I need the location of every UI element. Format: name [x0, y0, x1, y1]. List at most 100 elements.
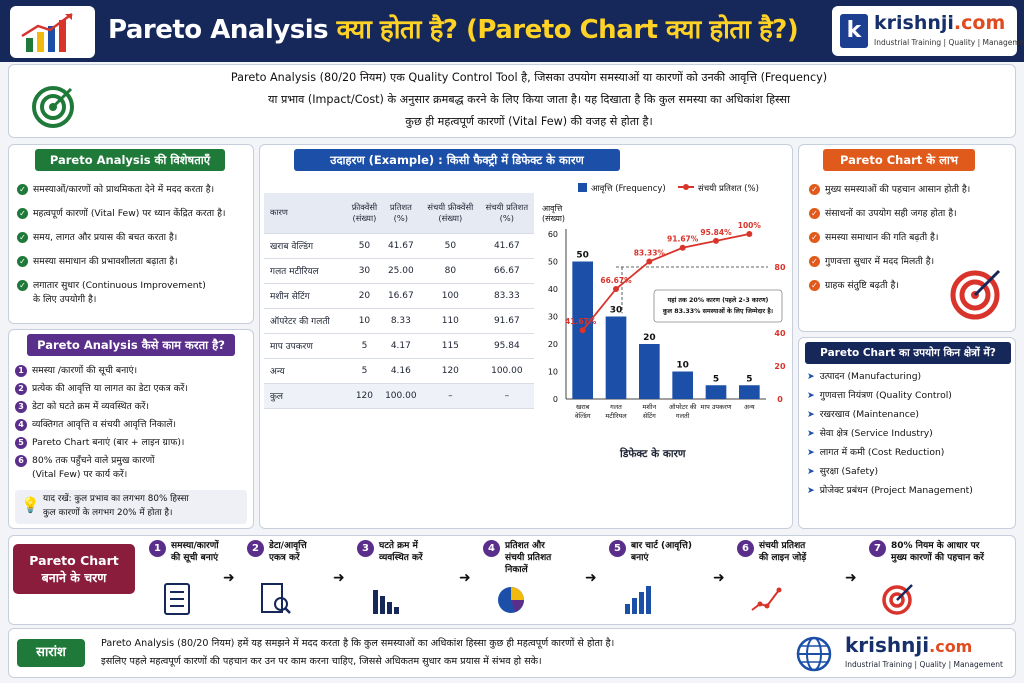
areas-panel: Pareto Chart का उपयोग किन क्षेत्रों में?… — [798, 337, 1016, 529]
feature-item: ✓ समस्या समाधान की प्रभावशीलता बढ़ाता है। — [17, 255, 178, 268]
check-icon: ✓ — [809, 232, 820, 243]
table-row: खराब वेल्डिंग 50 41.67 50 41.67 — [264, 233, 534, 259]
summary-line-1: Pareto Analysis (80/20 नियम) हमें यह समझ… — [101, 638, 615, 649]
remember-note: 💡 याद रखें: कुल प्रभाव का लगभग 80% हिस्स… — [15, 490, 247, 524]
cumulative-line — [581, 233, 750, 331]
step-number: 5 — [15, 436, 27, 449]
brand-tagline: Industrial Training | Quality | Manageme… — [874, 38, 1024, 47]
note-line-2: कुल कारणों के लगभग 20% में होता है। — [43, 508, 173, 518]
step-arrow-icon: ➜ — [333, 570, 345, 586]
cumulative-point-label: 91.67% — [667, 235, 699, 244]
step-number: 2 — [15, 382, 27, 395]
feature-text: समस्या समाधान की प्रभावशीलता बढ़ाता है। — [33, 256, 178, 267]
legend-bar-swatch — [578, 183, 587, 192]
how-step: 2 प्रत्येक की आवृत्ति या लागत का डेटा एकत… — [15, 382, 188, 395]
x-tick-label: खराब — [576, 403, 590, 411]
bullseye-icon — [950, 269, 1001, 320]
step-label: बार चार्ट (आवृत्ति) बनाएं — [631, 541, 692, 563]
intro-line-1: Pareto Analysis (80/20 नियम) एक Quality … — [230, 71, 828, 84]
cumulative-point-label: 66.67% — [600, 276, 632, 285]
step-number-badge: 7 — [869, 540, 886, 557]
cumulative-point-label: 83.33% — [634, 249, 666, 258]
bar-value-label: 5 — [746, 374, 752, 384]
brand-letter: k — [840, 14, 868, 48]
check-icon: ✓ — [17, 256, 28, 267]
annotation-text: यहां तक 20% कारण (पहले 2-3 कारण) — [667, 296, 769, 304]
x-tick-label: वेल्डिंग — [575, 412, 591, 420]
y-tick-label: 60 — [548, 230, 558, 239]
table-row: कुल 120 100.00– – — [264, 383, 534, 409]
feature-text: लगातार सुधार (Continuous Improvement) — [33, 280, 206, 291]
step-label: डेटा/आवृत्ति एकत्र करें — [269, 541, 307, 563]
bar-value-label: 30 — [610, 306, 623, 316]
how-step-text: Pareto Chart बनाएं (बार + लाइन ग्राफ)। — [32, 437, 185, 448]
step-arrow-icon: ➜ — [223, 570, 235, 586]
arrow-icon: ➤ — [807, 409, 815, 420]
check-icon: ✓ — [809, 184, 820, 195]
how-step: 1 समस्या /कारणों की सूची बनाएं। — [15, 364, 137, 377]
x-tick-label: गलत — [610, 403, 622, 411]
globe-icon — [796, 636, 832, 672]
area-item: ➤ सुरक्षा (Safety) — [807, 465, 878, 478]
step-number: 6 — [15, 454, 27, 467]
table-header-cell: कारण — [264, 193, 349, 234]
benefit-text: गुणवत्ता सुधार में मदद मिलती है। — [825, 256, 935, 267]
step-label: प्रतिशत और संचयी प्रतिशत निकालें — [505, 541, 552, 575]
bar-descending-icon — [369, 582, 403, 622]
cumulative-point — [713, 237, 719, 244]
table-cell: 25.00 — [380, 258, 421, 284]
table-cell: माप उपकरण — [264, 333, 349, 359]
benefit-item: ✓ समस्या समाधान की गति बढ़ती है। — [809, 231, 938, 244]
area-text: रखरखाव (Maintenance) — [819, 409, 919, 420]
y-tick-label: 40 — [548, 285, 558, 294]
table-cell: 50 — [420, 233, 480, 259]
how-step: 5 Pareto Chart बनाएं (बार + लाइन ग्राफ)। — [15, 436, 184, 449]
summary-label: सारांश — [17, 639, 85, 667]
table-cell: 100 — [420, 283, 480, 309]
table-header-cell: प्रतिशत (%) — [380, 193, 421, 234]
table-cell: 120 — [348, 383, 381, 409]
features-title: Pareto Analysis की विशेषताएँ — [35, 149, 225, 171]
cumulative-point — [613, 285, 619, 292]
feature-text: महत्वपूर्ण कारणों (Vital Few) पर ध्यान क… — [33, 208, 226, 219]
chart-ylabel: आवृत्ति — [542, 203, 563, 214]
table-cell: 80 — [420, 258, 480, 284]
brand-logo[interactable]: k krishnji.com Industrial Training | Qua… — [832, 6, 1024, 56]
check-icon: ✓ — [17, 280, 28, 291]
table-cell: 100.00 — [380, 383, 421, 409]
footer-brand[interactable]: krishnji.com — [845, 633, 972, 657]
chart-ylabel: (संख्या) — [542, 214, 565, 223]
brand-name: krishnji.com — [874, 12, 1005, 34]
right-tick-label: 0 — [777, 395, 783, 404]
step-number-badge: 6 — [737, 540, 754, 557]
steps-title: Pareto Chart बनाने के चरण — [13, 544, 135, 594]
feature-item: ✓ लगातार सुधार (Continuous Improvement) — [17, 279, 206, 292]
table-cell: 110 — [420, 308, 480, 334]
how-step: 3 डेटा को घटते क्रम में व्यवस्थित करें। — [15, 400, 149, 413]
annotation-text: कुल 83.33% समस्याओं के लिए जिम्मेदार है। — [662, 307, 773, 315]
cumulative-point — [579, 327, 586, 334]
title-hindi: क्या होता है? (Pareto Chart क्या होता है… — [336, 15, 799, 45]
feature-text: समय, लागत और प्रयास की बचत करता है। — [33, 232, 178, 243]
table-cell: 115 — [420, 333, 480, 359]
how-step-text: समस्या /कारणों की सूची बनाएं। — [32, 365, 138, 376]
benefit-item: ✓ मुख्य समस्याओं की पहचान आसान होती है। — [809, 183, 970, 196]
arrow-icon: ➤ — [807, 371, 815, 382]
check-icon: ✓ — [17, 208, 28, 219]
bar-value-label: 50 — [576, 251, 589, 261]
how-title: Pareto Analysis कैसे काम करता है? — [27, 334, 235, 356]
legend-bar-label: आवृत्ति (Frequency) — [591, 183, 666, 194]
chart-xlabel: डिफेक्ट के कारण — [620, 448, 686, 460]
bar-value-label: 10 — [676, 361, 689, 371]
table-cell: 66.67 — [479, 258, 534, 284]
area-text: सेवा क्षेत्र (Service Industry) — [819, 428, 933, 439]
benefits-title: Pareto Chart के लाभ — [823, 149, 975, 171]
area-item: ➤ प्रोजेक्ट प्रबंधन (Project Management) — [807, 484, 973, 497]
area-text: सुरक्षा (Safety) — [819, 466, 879, 477]
x-tick-label: अन्य — [744, 403, 755, 411]
step-number: 3 — [15, 400, 27, 413]
table-cell: 20 — [348, 283, 381, 309]
feature-item: ✓ महत्वपूर्ण कारणों (Vital Few) पर ध्यान … — [17, 207, 225, 220]
table-cell: 120 — [420, 358, 480, 384]
y-tick-label: 30 — [548, 313, 558, 322]
